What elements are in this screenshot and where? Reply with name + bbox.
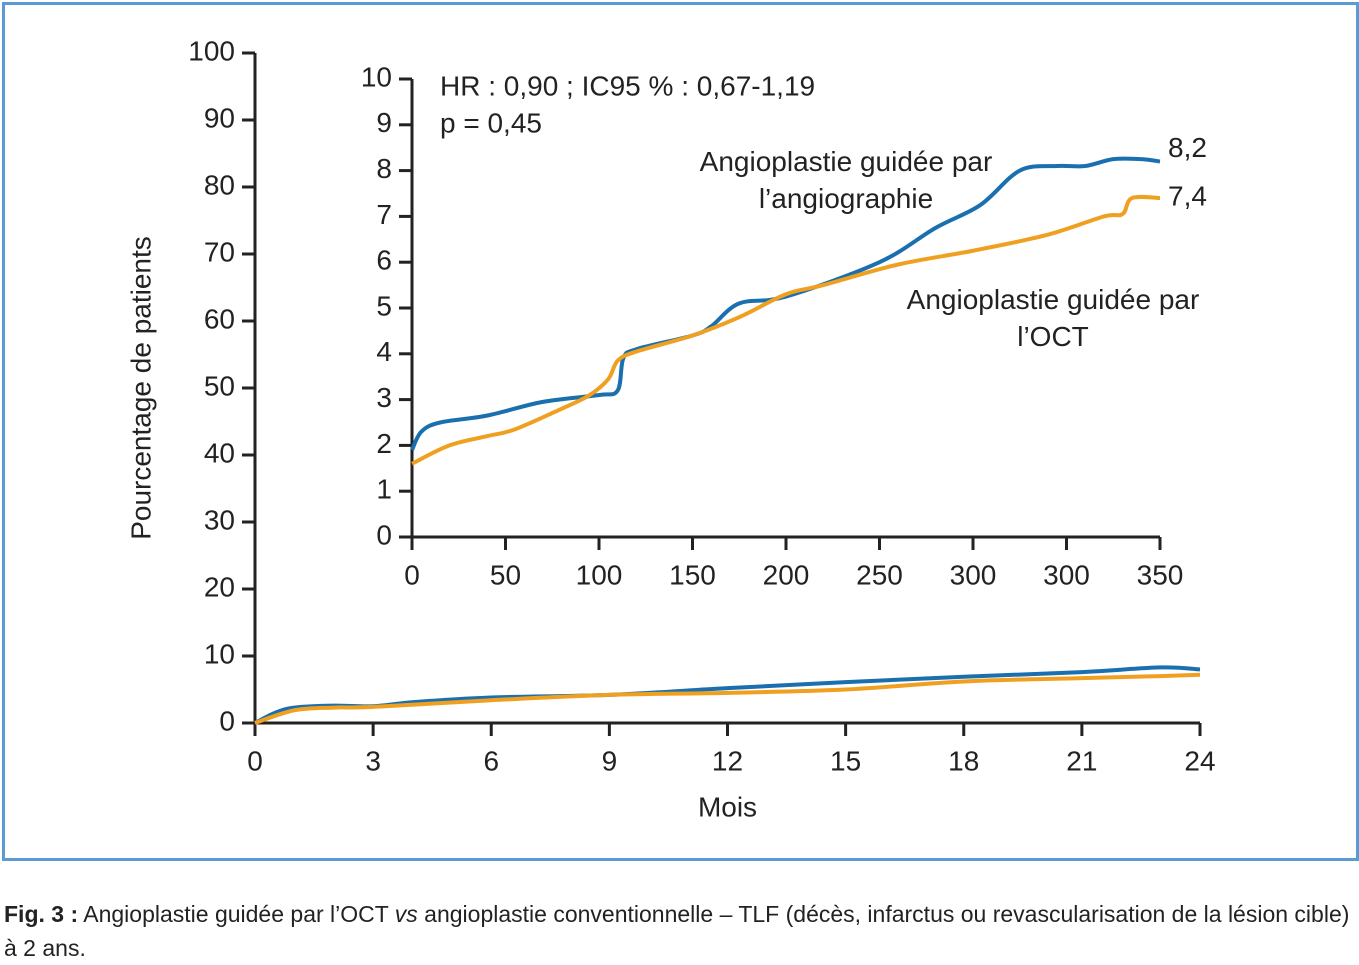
x-tick-label: 18 — [948, 745, 979, 776]
x-axis-label: Mois — [698, 791, 757, 822]
series-name: Angioplastie guidée par l’angiographie — [699, 146, 993, 214]
y-tick-label: 3 — [376, 382, 392, 413]
x-tick-label: 24 — [1184, 745, 1215, 776]
y-tick-label: 10 — [204, 638, 235, 669]
caption-italic: vs — [394, 901, 418, 927]
y-tick-label: 4 — [376, 336, 392, 367]
y-tick-label: 60 — [204, 303, 235, 334]
y-tick-label: 20 — [204, 571, 235, 602]
x-tick-label: 50 — [490, 559, 521, 590]
caption-label: Fig. 3 : — [4, 901, 79, 927]
y-tick-label: 40 — [204, 437, 235, 468]
annotation: HR : 0,90 ; IC95 % : 0,67-1,19 — [440, 70, 815, 101]
x-tick-label: 0 — [247, 745, 263, 776]
x-tick-label: 200 — [763, 559, 810, 590]
x-tick-label: 21 — [1066, 745, 1097, 776]
y-tick-label: 50 — [204, 370, 235, 401]
y-tick-label: 7 — [376, 199, 392, 230]
x-tick-label: 100 — [576, 559, 623, 590]
annotation: p = 0,45 — [440, 107, 542, 138]
y-tick-label: 0 — [219, 705, 235, 736]
x-tick-label: 9 — [602, 745, 618, 776]
y-tick-label: 70 — [204, 236, 235, 267]
y-tick-label: 8 — [376, 153, 392, 184]
series-line — [410, 156, 1161, 451]
x-tick-label: 12 — [712, 745, 743, 776]
y-tick-label: 9 — [376, 107, 392, 138]
x-tick-label: 15 — [830, 745, 861, 776]
end-label: 7,4 — [1168, 180, 1207, 211]
y-tick-label: 5 — [376, 290, 392, 321]
series-line — [411, 194, 1161, 466]
x-tick-label: 3 — [365, 745, 381, 776]
y-tick-label: 30 — [204, 504, 235, 535]
x-tick-label: 6 — [483, 745, 499, 776]
y-tick-label: 100 — [188, 35, 235, 66]
caption-text: Angioplastie guidée par l’OCT — [83, 901, 395, 927]
x-tick-label: 300 — [1043, 559, 1090, 590]
figure-frame — [2, 2, 1359, 861]
series-line — [254, 672, 1201, 725]
y-tick-label: 10 — [361, 61, 392, 92]
x-tick-label: 250 — [856, 559, 903, 590]
y-tick-label: 1 — [376, 474, 392, 505]
y-tick-label: 6 — [376, 245, 392, 276]
x-tick-label: 350 — [1137, 559, 1184, 590]
end-label: 8,2 — [1168, 132, 1207, 163]
y-tick-label: 90 — [204, 102, 235, 133]
x-tick-label: 0 — [404, 559, 420, 590]
caption-text: angioplastie conventionnelle – TLF (décè… — [4, 901, 1350, 961]
y-tick-label: 2 — [376, 428, 392, 459]
caption: Fig. 3 : Angioplastie guidée par l’OCT v… — [4, 897, 1354, 965]
y-tick-label: 0 — [376, 519, 392, 550]
series-line — [254, 665, 1201, 725]
y-axis-label: Pourcentage de patients — [125, 236, 156, 540]
series-name: Angioplastie guidée par l’OCT — [906, 284, 1200, 352]
y-tick-label: 80 — [204, 169, 235, 200]
x-tick-label: 150 — [669, 559, 716, 590]
x-tick-label: 300 — [950, 559, 997, 590]
